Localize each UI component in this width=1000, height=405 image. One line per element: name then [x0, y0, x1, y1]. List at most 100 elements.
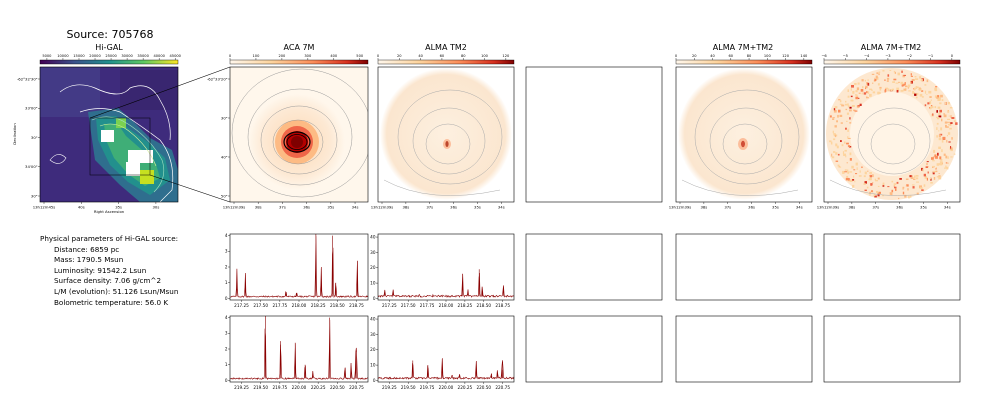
noise-speck [946, 135, 948, 137]
x-tick-label: 37s [872, 205, 879, 210]
spectrum-tm2-lower: 219.25 219.50 219.75 220.00 220.25 220.50 220.… [370, 315, 515, 390]
noise-speck [855, 96, 859, 100]
noise-speck [938, 146, 941, 149]
colorbar-tick-label: −3 [885, 54, 890, 58]
noise-speck [947, 102, 950, 105]
noise-speck [938, 176, 942, 180]
spectrum-x-tick-label: 219.75 [420, 385, 435, 390]
noise-speck [915, 86, 918, 89]
noise-speck [847, 171, 850, 174]
noise-speck [852, 184, 855, 188]
noise-speck [843, 153, 846, 156]
noise-speck [920, 78, 923, 81]
noise-speck [867, 170, 869, 172]
x-tick-label: 13h12m39s [371, 205, 394, 210]
param-lm-evolution: L/M (evolution): 51.126 Lsun/Msun [54, 286, 179, 296]
noise-speck [876, 72, 879, 75]
empty-spectrum-5 [675, 315, 813, 383]
noise-speck [939, 161, 943, 164]
spectrum-aca-upper: 217.25 217.50 217.75 218.00 218.25 218.50 218.… [225, 233, 369, 308]
zoom-line-bottom [149, 174, 231, 203]
tm2-title: ALMA TM2 [425, 43, 467, 52]
noise-speck [839, 100, 842, 103]
colorbar-tick-label: 15000 [73, 54, 85, 58]
spectrum-y-tick-label: 10 [370, 281, 376, 286]
y-tick-label: 33'00" [25, 106, 38, 111]
noise-speck [831, 153, 833, 157]
noise-speck [878, 71, 881, 74]
noise-speck [841, 104, 845, 107]
noise-speck [866, 97, 869, 99]
noise-speck [879, 86, 882, 89]
colorbar-tick-label: −6 [821, 54, 827, 58]
spectrum-x-tick-label: 220.50 [476, 385, 491, 390]
noise-speck [930, 182, 933, 184]
combo-title: ALMA 7M+TM2 [713, 43, 773, 52]
tm2-colorbar [377, 59, 515, 65]
x-tick-label: 36s [896, 205, 903, 210]
colorbar-tick-label: 0 [951, 54, 954, 58]
empty-spectrum-4 [525, 315, 663, 383]
noise-speck [855, 173, 858, 175]
noise-speck [861, 166, 863, 168]
noise-speck [837, 164, 840, 167]
colorbar-tick-label: 120 [782, 54, 790, 58]
noise-speck [921, 90, 924, 92]
noise-speck [848, 137, 851, 139]
noise-speck [852, 179, 855, 181]
noise-speck [916, 86, 919, 88]
spectrum-x-tick-label: 220.00 [292, 385, 307, 390]
colorbar-tick-label: 100 [481, 54, 489, 58]
noise-speck [849, 106, 852, 109]
colorbar-tick-label: 100 [764, 54, 772, 58]
noise-speck [866, 91, 868, 94]
noise-speck [940, 127, 943, 131]
combo2-colorbar-ticks: −6 −5 −4 −3 −2 −1 0 [821, 54, 954, 60]
noise-speck [869, 175, 872, 177]
noise-speck [911, 175, 913, 178]
noise-speck [830, 141, 833, 145]
noise-speck [846, 169, 849, 173]
noise-speck [943, 114, 947, 118]
noise-speck [901, 84, 905, 87]
noise-speck [907, 84, 911, 87]
noise-speck [838, 109, 841, 113]
noise-speck [858, 92, 861, 94]
noise-speck [943, 113, 945, 115]
noise-speck [851, 165, 854, 169]
spectrum-y-tick-label: 30 [370, 332, 376, 337]
noise-speck [910, 80, 913, 84]
noise-speck [872, 174, 874, 178]
param-distance: Distance: 6859 pc [54, 244, 120, 254]
noise-speck [935, 170, 938, 173]
x-tick-label: 30s [152, 205, 159, 210]
noise-speck [950, 150, 953, 151]
spectrum-y-tick-label: 4 [225, 315, 228, 320]
spectrum-x-tick-label: 218.75 [495, 303, 510, 308]
colorbar-tick-label: −2 [907, 54, 912, 58]
spectrum-frame [377, 315, 515, 383]
noise-speck [932, 165, 935, 168]
aca7m-colorbar [229, 59, 369, 65]
higal-colorbar-ticks: 5000 10000 15000 20000 25000 30000 35000 40000 4… [42, 54, 182, 60]
x-tick-label: 34s [796, 205, 803, 210]
combo-contours [681, 89, 800, 196]
noise-speck [886, 77, 890, 80]
noise-speck [919, 87, 921, 90]
noise-speck [905, 178, 909, 180]
noise-speck [893, 183, 897, 186]
noise-speck [895, 188, 897, 191]
noise-speck [863, 183, 866, 185]
spectrum-y-tick-label: 1 [225, 362, 228, 367]
noise-speck [834, 106, 838, 109]
noise-speck [836, 120, 838, 123]
noise-speck [833, 133, 836, 137]
noise-speck [950, 122, 953, 124]
noise-speck [857, 106, 860, 108]
noise-speck [861, 92, 863, 95]
spectrum-x-tick-label: 220.75 [349, 385, 364, 390]
noise-speck [877, 191, 881, 194]
noise-speck [912, 90, 914, 93]
noise-speck [834, 125, 837, 128]
spectrum-x-tick-label: 218.25 [458, 303, 473, 308]
